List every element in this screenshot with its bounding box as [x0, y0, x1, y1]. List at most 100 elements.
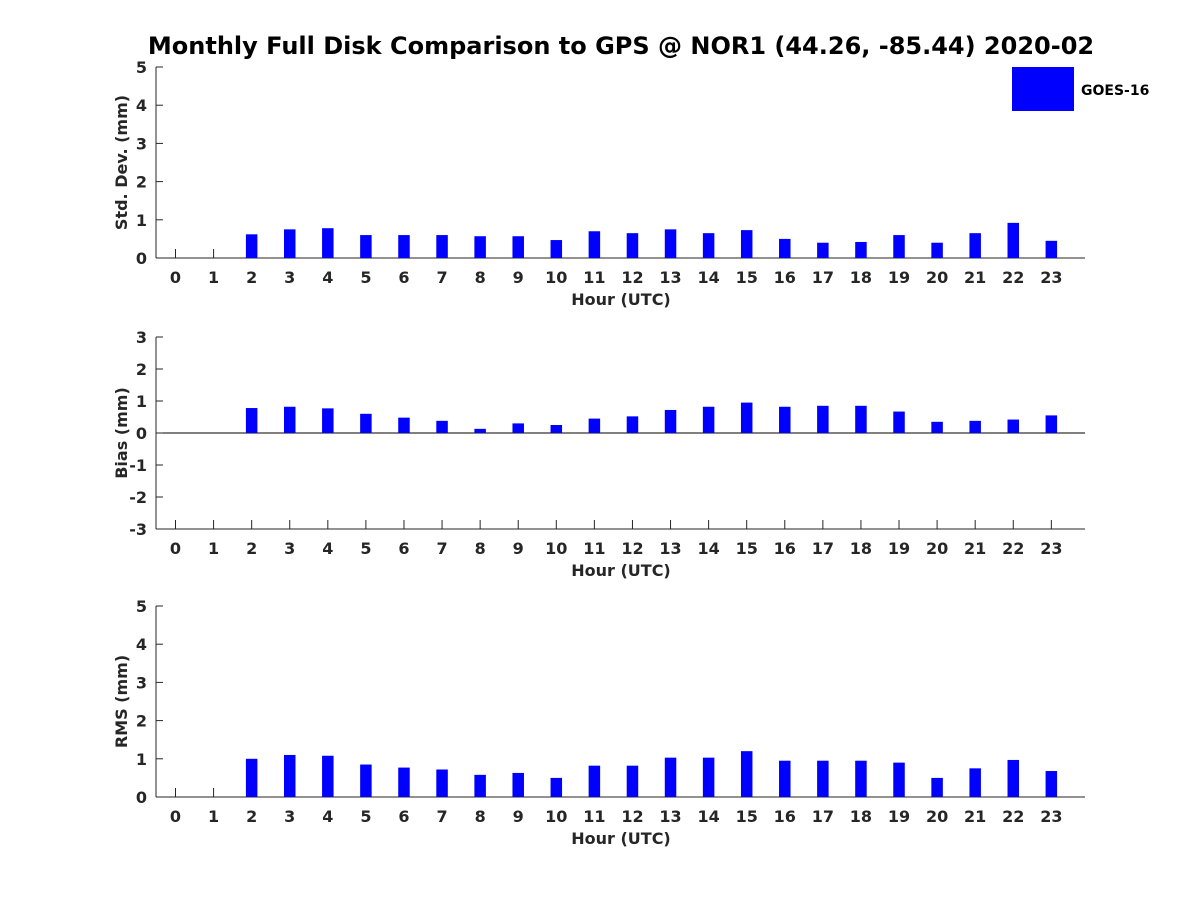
- bar: [969, 768, 981, 797]
- x-tick-label: 3: [284, 807, 295, 826]
- x-tick-label: 6: [398, 268, 409, 287]
- bar: [474, 236, 486, 258]
- y-tick-label: 0: [136, 788, 147, 807]
- y-tick-label: 5: [136, 597, 147, 616]
- bar: [779, 760, 791, 797]
- x-tick-label: 20: [926, 807, 948, 826]
- bar: [664, 409, 677, 433]
- x-tick-label: 7: [436, 807, 447, 826]
- bar: [1045, 240, 1058, 258]
- bar: [1007, 419, 1020, 433]
- bar: [398, 417, 410, 433]
- bar: [664, 757, 677, 797]
- bar: [398, 235, 410, 258]
- y-tick-label: 1: [136, 211, 147, 230]
- bar: [245, 234, 258, 258]
- x-tick-label: 18: [850, 539, 872, 558]
- x-tick-label: 18: [850, 268, 872, 287]
- bar: [436, 769, 448, 797]
- bar: [931, 421, 943, 433]
- bar: [626, 765, 639, 797]
- bar: [855, 760, 867, 797]
- bar: [283, 754, 296, 797]
- x-tick-label: 19: [888, 539, 910, 558]
- bar: [931, 242, 943, 258]
- bar: [550, 425, 563, 433]
- y-axis-label: Std. Dev. (mm): [112, 95, 131, 230]
- bar: [360, 235, 372, 258]
- legend-label-goes-16: GOES-16: [1081, 83, 1149, 99]
- y-axis-label: Bias (mm): [112, 387, 131, 479]
- x-axis-label: Hour (UTC): [571, 561, 671, 580]
- x-tick-label: 11: [583, 268, 605, 287]
- x-tick-label: 19: [888, 268, 910, 287]
- y-tick-label: 1: [136, 392, 147, 411]
- bar: [893, 762, 905, 797]
- bar: [512, 236, 524, 258]
- bar: [283, 406, 296, 433]
- bar: [893, 411, 905, 433]
- y-tick-label: 2: [136, 360, 147, 379]
- bar: [322, 755, 334, 797]
- y-tick-label: 0: [136, 249, 147, 268]
- x-tick-label: 12: [621, 539, 643, 558]
- x-tick-label: 17: [812, 268, 834, 287]
- x-tick-label: 21: [964, 807, 986, 826]
- x-tick-label: 10: [545, 539, 567, 558]
- x-tick-label: 3: [284, 268, 295, 287]
- x-tick-label: 21: [964, 268, 986, 287]
- x-tick-label: 6: [398, 807, 409, 826]
- x-tick-label: 3: [284, 539, 295, 558]
- x-tick-label: 8: [475, 807, 486, 826]
- y-tick-label: 4: [136, 96, 147, 115]
- legend: GOES-16: [1012, 67, 1149, 111]
- x-tick-label: 21: [964, 539, 986, 558]
- bar: [512, 423, 524, 433]
- x-tick-label: 17: [812, 807, 834, 826]
- y-tick-label: 0: [136, 424, 147, 443]
- x-tick-label: 0: [170, 807, 181, 826]
- x-tick-label: 23: [1040, 539, 1062, 558]
- bar: [969, 233, 981, 258]
- x-tick-label: 22: [1002, 807, 1024, 826]
- x-tick-label: 13: [659, 268, 681, 287]
- x-tick-label: 2: [246, 268, 257, 287]
- bar: [817, 242, 829, 258]
- bar: [740, 230, 753, 258]
- x-tick-label: 9: [513, 539, 524, 558]
- x-tick-label: 4: [322, 539, 333, 558]
- x-tick-label: 23: [1040, 807, 1062, 826]
- x-tick-label: 16: [774, 268, 796, 287]
- bar: [931, 777, 943, 797]
- x-tick-label: 12: [621, 268, 643, 287]
- x-tick-label: 17: [812, 539, 834, 558]
- bar: [322, 228, 334, 258]
- bar: [817, 405, 829, 433]
- x-tick-label: 2: [246, 539, 257, 558]
- x-tick-label: 9: [513, 807, 524, 826]
- x-tick-label: 7: [436, 268, 447, 287]
- x-tick-label: 20: [926, 268, 948, 287]
- x-tick-label: 15: [736, 539, 758, 558]
- y-tick-label: 5: [136, 58, 147, 77]
- x-tick-label: 16: [774, 539, 796, 558]
- bar: [283, 229, 296, 258]
- y-tick-label: 3: [136, 328, 147, 347]
- x-tick-label: 9: [513, 268, 524, 287]
- bar: [436, 235, 448, 258]
- x-tick-label: 15: [736, 268, 758, 287]
- y-tick-label: 4: [136, 635, 147, 654]
- x-tick-label: 23: [1040, 268, 1062, 287]
- x-tick-label: 15: [736, 807, 758, 826]
- bar: [1045, 771, 1058, 797]
- x-tick-label: 1: [208, 807, 219, 826]
- bar: [702, 406, 715, 433]
- x-tick-label: 19: [888, 807, 910, 826]
- bar: [740, 751, 753, 797]
- bar: [474, 774, 486, 797]
- bar: [817, 760, 829, 797]
- y-axis-label: RMS (mm): [112, 655, 131, 748]
- x-tick-label: 10: [545, 268, 567, 287]
